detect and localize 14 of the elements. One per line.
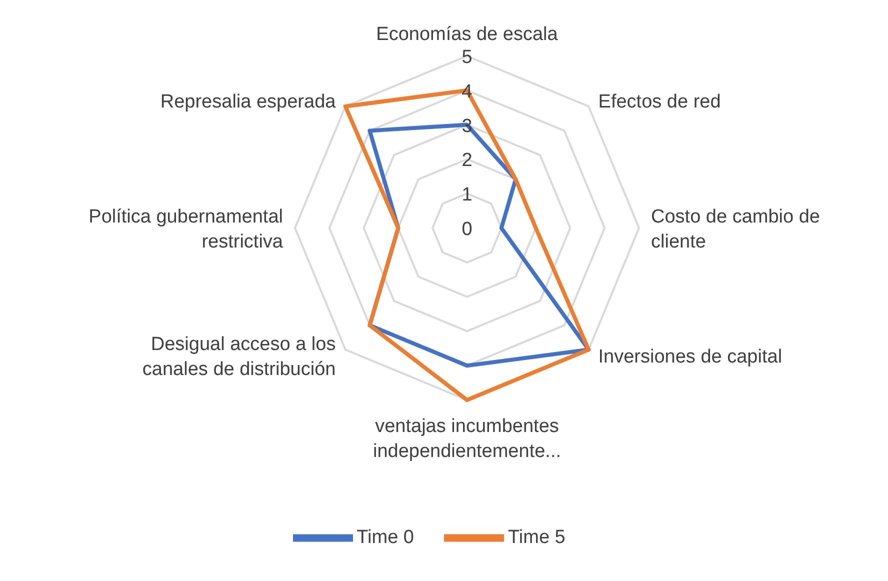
legend-label: Time 0 (356, 527, 414, 548)
spoke-label: Desigual acceso a los canales de distribución (142, 334, 336, 380)
spoke-label: Política gubernamental restrictiva (88, 206, 284, 252)
y-tick-label: 5 (462, 47, 472, 68)
y-tick-label: 0 (462, 219, 472, 240)
spoke-label: Costo de cambio de cliente (651, 206, 820, 252)
spoke-label: ventajas incumbentes independientemente... (372, 416, 562, 462)
spoke-label: Efectos de red (598, 92, 721, 113)
spoke-label: Represalia esperada (160, 92, 336, 113)
spoke-label: Inversiones de capital (598, 346, 782, 368)
spoke-label: Economías de escala (376, 24, 558, 45)
y-tick-label: 1 (462, 184, 472, 206)
y-tick-label: 2 (462, 150, 472, 172)
legend-label: Time 5 (508, 527, 566, 548)
